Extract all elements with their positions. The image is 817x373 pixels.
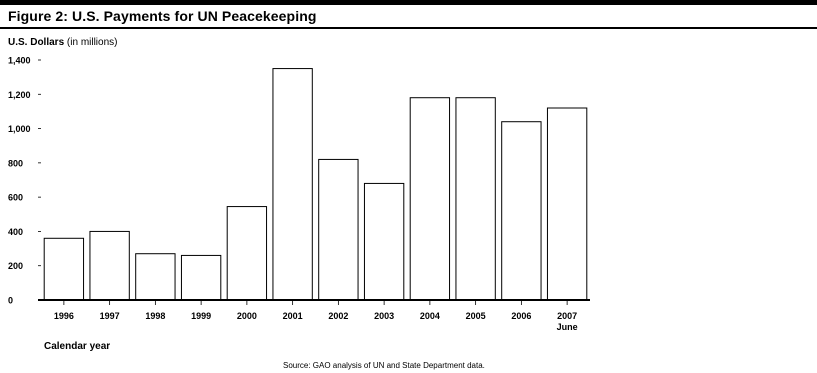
x-tick-label: 2003: [374, 311, 394, 321]
y-tick-label: 0: [8, 296, 13, 306]
bar: [318, 158, 359, 301]
x-axis-title: Calendar year: [44, 341, 111, 352]
bar: [455, 97, 496, 301]
figure-title: Figure 2: U.S. Payments for UN Peacekeep…: [8, 8, 317, 24]
x-tick-label: 1999: [191, 311, 211, 321]
title-rule: [0, 27, 817, 29]
x-tick-label: 2002: [328, 311, 348, 321]
y-axis-title: U.S. Dollars (in millions): [8, 37, 117, 48]
y-tick-label: 200: [8, 261, 23, 271]
bar: [89, 230, 130, 301]
x-tick-label: 2006: [511, 311, 531, 321]
y-tick-label: 400: [8, 227, 23, 237]
y-tick-label: 1,200: [8, 90, 31, 100]
x-tick-label: 2001: [283, 311, 303, 321]
x-tick-label: 1997: [100, 311, 120, 321]
bar: [272, 68, 313, 301]
x-tick-label: 2007: [557, 311, 577, 321]
top-rule: [0, 0, 817, 5]
x-tick-label: 1996: [54, 311, 74, 321]
y-tick-label: 800: [8, 158, 23, 168]
x-tick-sublabel: June: [557, 322, 578, 332]
y-tick-label: 1,000: [8, 124, 31, 134]
bar: [363, 182, 405, 301]
bar: [180, 254, 222, 301]
x-tick-label: 2000: [237, 311, 257, 321]
bar: [501, 121, 542, 301]
x-tick-label: 1998: [145, 311, 165, 321]
bar: [135, 253, 176, 301]
source-note: Source: GAO analysis of UN and State Dep…: [283, 361, 485, 370]
x-tick-label: 2004: [420, 311, 440, 321]
y-tick-label: 1,400: [8, 56, 31, 66]
y-axis-unit: (in millions): [66, 37, 118, 48]
x-tick-label: 2005: [466, 311, 486, 321]
bar: [43, 237, 85, 301]
bar: [546, 107, 588, 301]
bar: [409, 97, 451, 301]
y-axis-label: U.S. Dollars: [8, 37, 65, 48]
bar: [226, 206, 268, 301]
y-tick-label: 600: [8, 193, 23, 203]
